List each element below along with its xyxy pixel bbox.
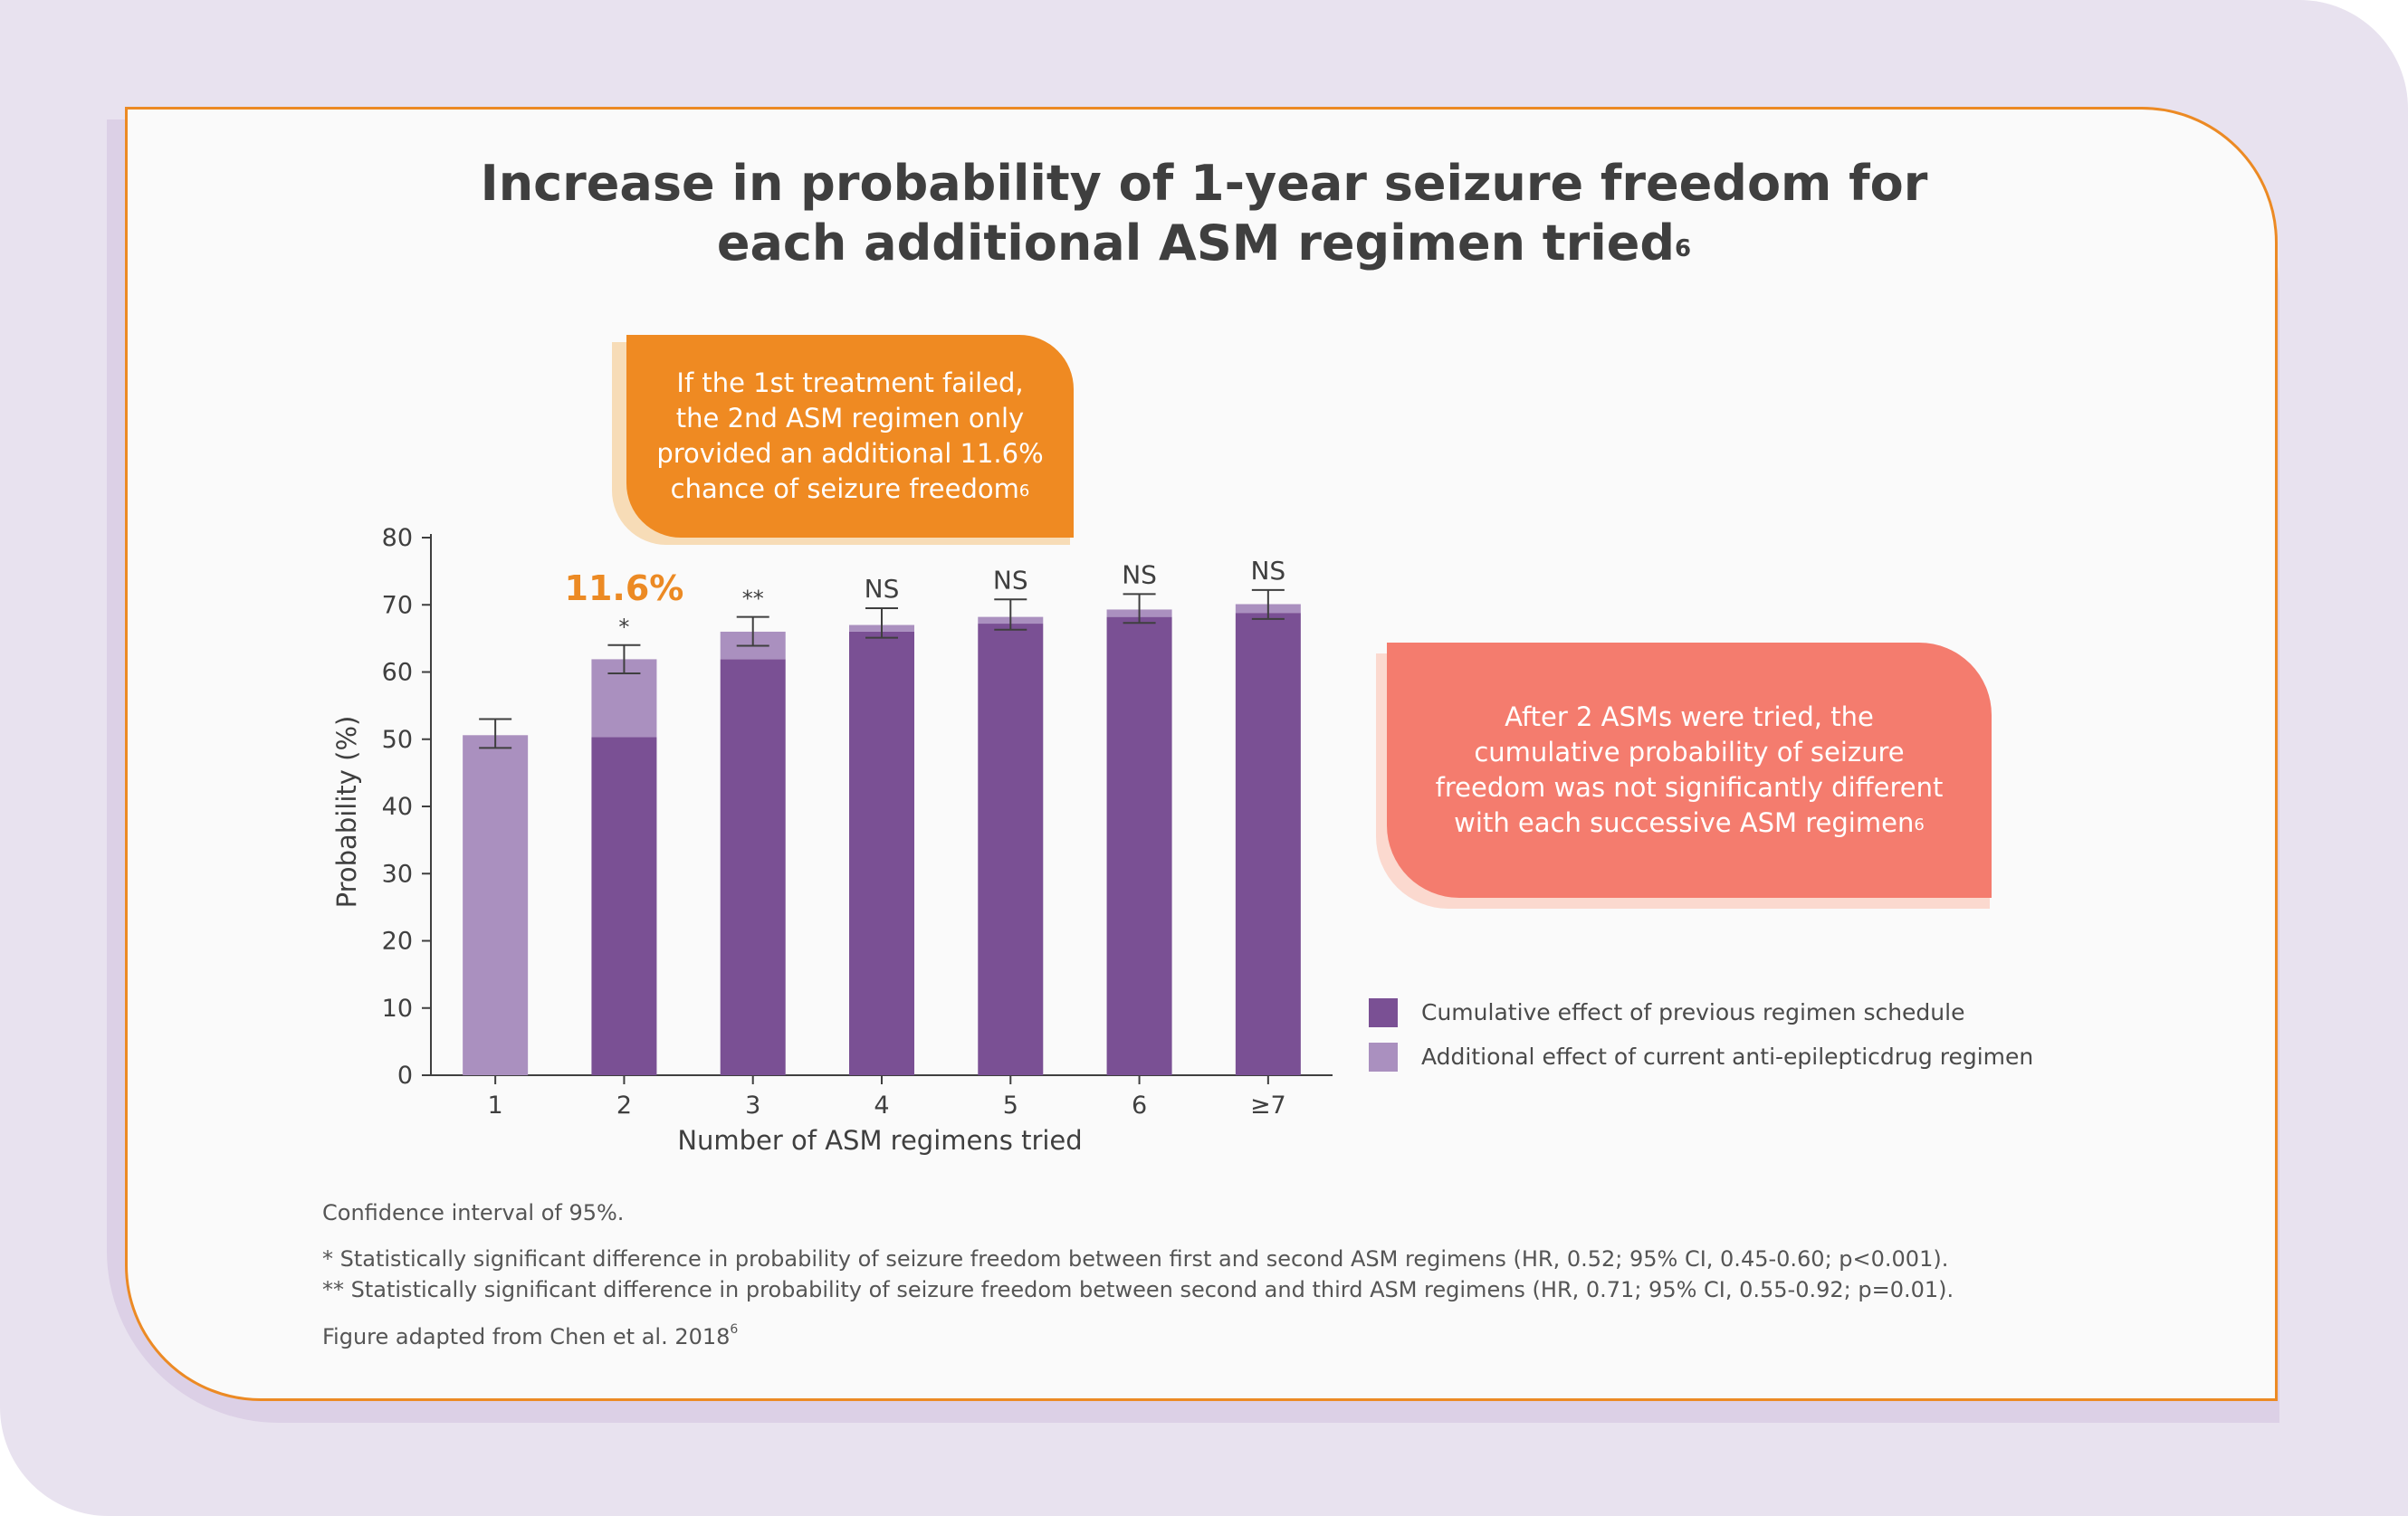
x-axis-title: Number of ASM regimens tried [677, 1125, 1082, 1156]
y-tick-label: 30 [382, 860, 413, 888]
y-tick-label: 10 [382, 995, 413, 1023]
x-tick-label: 3 [745, 1092, 760, 1120]
note-single-star: * Statistically significant difference i… [322, 1246, 1949, 1272]
orange-line-2: the 2nd ASM regimen only [675, 403, 1025, 434]
coral-line-4-text: with each successive ASM regimen [1454, 807, 1915, 838]
note-source-text: Figure adapted from Chen et al. 2018 [322, 1324, 731, 1349]
y-tick-label: 70 [382, 591, 413, 619]
coral-callout: After 2 ASMs were tried, the cumulative … [1387, 643, 1992, 898]
orange-line-3: provided an additional 11.6% [656, 438, 1044, 469]
title-line-2: each additional ASM regimen tried6 [308, 214, 2100, 273]
y-axis-title: Probability (%) [331, 716, 362, 909]
x-tick-label: ≥7 [1250, 1092, 1286, 1120]
coral-line-4: with each successive ASM regimen6 [1436, 806, 1944, 841]
note-ci: Confidence interval of 95%. [322, 1200, 625, 1225]
chart-title: Increase in probability of 1-year seizur… [308, 154, 2100, 273]
note-source-ref: 6 [730, 1322, 739, 1337]
bar-cumulative [591, 737, 657, 1075]
significance-label: NS [865, 574, 900, 604]
coral-line-2: cumulative probability of seizure [1474, 737, 1905, 768]
orange-ref: 6 [1018, 481, 1030, 501]
x-tick-label: 2 [616, 1092, 632, 1120]
note-double-star: ** Statistically significant difference … [322, 1277, 1954, 1302]
significance-label: NS [1250, 556, 1285, 586]
bar-cumulative [978, 624, 1044, 1075]
orange-callout: If the 1st treatment failed, the 2nd ASM… [626, 335, 1074, 538]
significance-label: NS [1122, 559, 1157, 589]
bar-cumulative [1235, 613, 1301, 1075]
coral-line-1: After 2 ASMs were tried, the [1505, 701, 1874, 732]
coral-callout-text: After 2 ASMs were tried, the cumulative … [1436, 700, 1944, 841]
y-tick-label: 60 [382, 659, 413, 687]
legend-swatch-cumulative [1369, 998, 1398, 1027]
note-source: Figure adapted from Chen et al. 20186 [322, 1322, 739, 1349]
coral-line-3: freedom was not significantly different [1435, 772, 1944, 803]
y-tick-label: 80 [382, 524, 413, 552]
significance-label: ** [742, 586, 764, 612]
x-tick-label: 1 [488, 1092, 503, 1120]
orange-line-4-text: chance of seizure freedom [670, 473, 1019, 504]
bar-cumulative [1106, 616, 1172, 1075]
bar-additional [463, 735, 529, 1075]
coral-ref: 6 [1914, 815, 1925, 834]
x-tick-label: 5 [1003, 1092, 1018, 1120]
y-tick-label: 20 [382, 928, 413, 956]
y-tick-label: 40 [382, 793, 413, 821]
legend-swatch-additional [1369, 1043, 1398, 1072]
significance-label: NS [993, 565, 1028, 595]
bar-cumulative [720, 659, 786, 1075]
orange-callout-text: If the 1st treatment failed, the 2nd ASM… [656, 366, 1043, 507]
title-line-2-text: each additional ASM regimen tried [716, 215, 1676, 272]
significance-label: * [618, 615, 629, 640]
title-line-1: Increase in probability of 1-year seizur… [480, 155, 1928, 212]
bar-cumulative [849, 631, 914, 1075]
y-tick-label: 0 [397, 1062, 413, 1090]
x-tick-label: 6 [1132, 1092, 1147, 1120]
x-tick-label: 4 [874, 1092, 889, 1120]
highlight-label: 11.6% [565, 568, 684, 608]
legend-label-cumulative: Cumulative effect of previous regimen sc… [1421, 999, 1965, 1025]
orange-line-4: chance of seizure freedom6 [656, 472, 1043, 507]
legend-label-additional: Additional effect of current anti-epilep… [1421, 1044, 2034, 1070]
y-tick-label: 50 [382, 726, 413, 754]
orange-line-1: If the 1st treatment failed, [676, 367, 1024, 398]
title-ref: 6 [1675, 235, 1692, 262]
